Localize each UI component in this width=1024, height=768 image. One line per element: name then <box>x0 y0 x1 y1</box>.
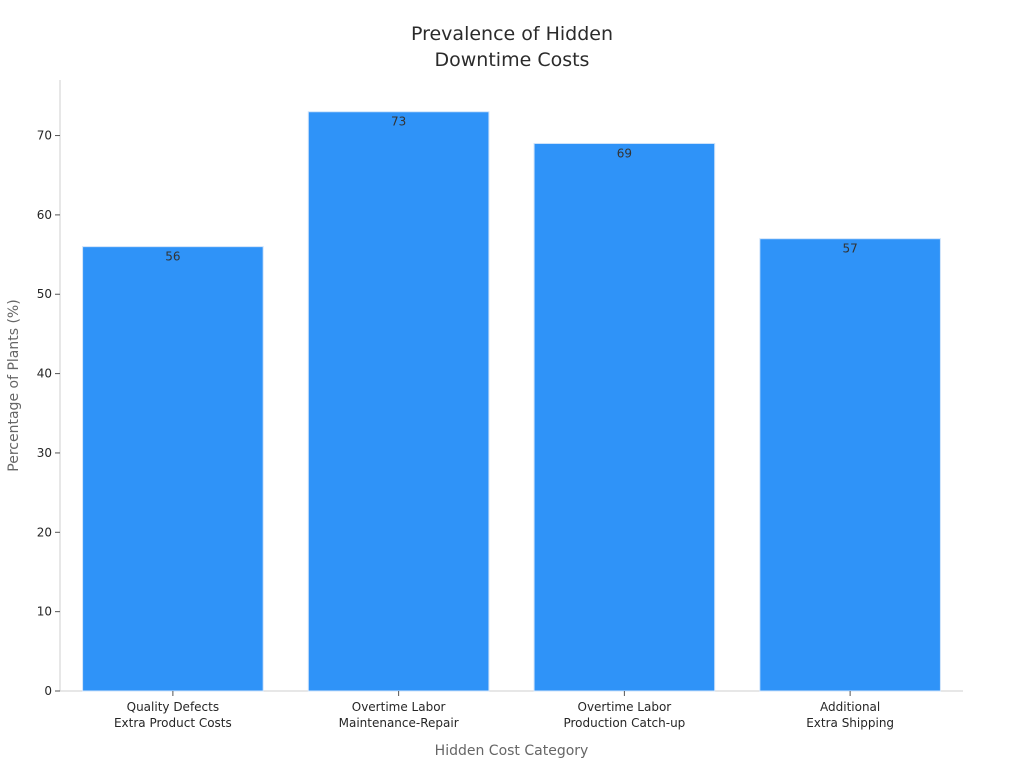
y-tick-label: 10 <box>37 605 52 619</box>
bar-value-label: 69 <box>617 146 632 160</box>
y-tick-label: 30 <box>37 446 52 460</box>
x-tick-label: Additional Extra Shipping <box>806 700 894 730</box>
bar[interactable] <box>533 142 716 692</box>
bar[interactable] <box>759 238 941 692</box>
bar[interactable] <box>82 246 264 692</box>
x-tick-label: Quality Defects Extra Product Costs <box>114 700 232 730</box>
x-axis-title: Hidden Cost Category <box>435 743 589 759</box>
x-tick-label: Overtime Labor Maintenance-Repair <box>339 700 459 730</box>
y-tick-label: 20 <box>37 525 52 539</box>
y-tick-label: 40 <box>37 367 52 381</box>
y-tick-label: 70 <box>37 129 52 143</box>
x-tick-label: Overtime Labor Production Catch-up <box>563 700 685 730</box>
bar[interactable] <box>307 111 490 692</box>
y-tick-label: 60 <box>37 208 52 222</box>
bar-value-label: 73 <box>391 115 406 129</box>
y-tick-label: 50 <box>37 287 52 301</box>
y-tick-label: 0 <box>44 684 52 698</box>
chart-title: Prevalence of Hidden Downtime Costs <box>411 23 613 71</box>
y-axis-title: Percentage of Plants (%) <box>6 299 22 471</box>
bar-value-label: 57 <box>842 242 857 256</box>
bar-value-label: 56 <box>165 250 180 264</box>
